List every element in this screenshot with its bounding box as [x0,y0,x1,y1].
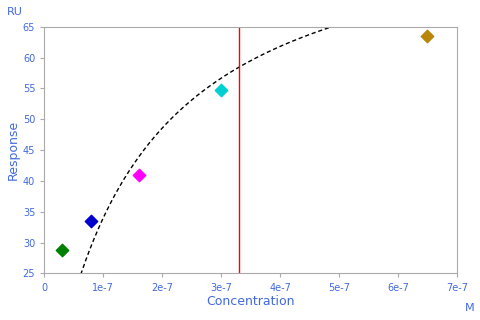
Point [87,219,95,224]
Point [134,172,142,177]
Text: M: M [464,303,474,313]
Point [423,34,431,39]
X-axis label: Concentration: Concentration [206,295,294,308]
Point [58,247,66,252]
Text: RU: RU [7,7,23,17]
Point [217,87,225,92]
Y-axis label: Response: Response [7,120,20,180]
